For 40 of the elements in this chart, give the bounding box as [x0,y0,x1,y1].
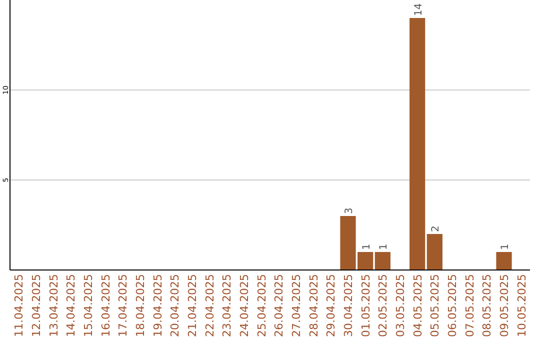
data-label: 3 [344,208,355,214]
x-tick-label: 20.04.2025 [168,274,182,337]
x-tick-label: 09.05.2025 [498,274,511,337]
x-tick-label: 08.05.2025 [480,274,494,337]
x-tick-label: 17.04.2025 [116,274,130,337]
x-tick-label: 06.05.2025 [446,274,459,337]
x-tick-label: 04.05.2025 [411,274,424,337]
x-tick-label: 23.04.2025 [220,274,234,337]
x-tick-label: 16.04.2025 [99,274,112,337]
bar [410,18,426,270]
x-tick-label: 30.04.2025 [342,274,355,337]
x-tick-label: 10.05.2025 [515,274,528,337]
x-tick-label: 12.04.2025 [30,274,43,337]
data-label: 14 [413,3,424,16]
x-tick-label: 01.05.2025 [359,274,372,337]
x-tick-label: 26.04.2025 [272,274,286,337]
x-tick-label: 19.04.2025 [151,274,164,337]
x-tick-label: 21.04.2025 [186,274,199,337]
x-tick-label: 28.04.2025 [307,274,320,337]
x-tick-label: 02.05.2025 [376,274,390,337]
x-tick-label: 13.04.2025 [47,274,60,337]
x-tick-label: 29.04.2025 [324,274,338,337]
x-tick-label: 15.04.2025 [82,274,95,337]
x-tick-label: 05.05.2025 [428,274,442,337]
x-tick-label: 11.04.2025 [12,274,26,337]
data-label: 1 [500,244,511,250]
x-tick-label: 18.04.2025 [134,274,147,337]
x-tick-label: 25.04.2025 [255,274,268,337]
bar [496,252,512,270]
bar [374,252,390,270]
x-tick-label: 03.05.2025 [394,274,407,337]
x-tick-label: 27.04.2025 [290,274,303,337]
data-label: 1 [378,244,390,250]
data-label: 2 [430,226,442,232]
x-tick-label: 07.05.2025 [463,274,476,337]
x-tick-label: 14.04.2025 [64,274,78,337]
data-label: 1 [361,244,372,250]
x-tick-label: 24.04.2025 [238,274,251,337]
x-tick-label: 22.04.2025 [203,274,216,337]
bar [426,234,442,270]
